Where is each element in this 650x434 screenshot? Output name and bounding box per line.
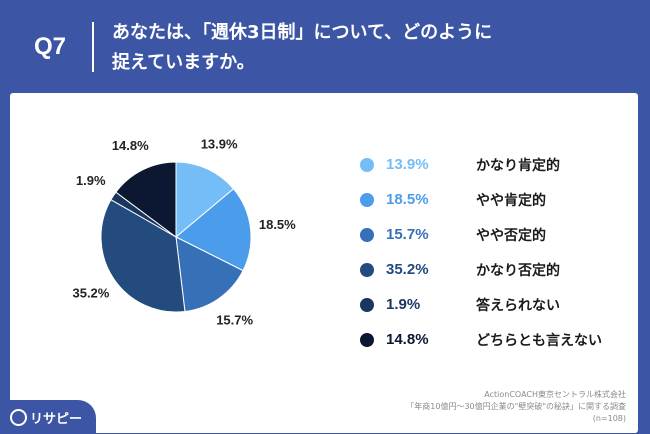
slice-value-label: 18.5% [259,217,296,232]
legend-item: 1.9% 答えられない [360,287,630,322]
chart-card: 13.9% 18.5% 15.7% 35.2% 1.9% 14.8% 13.9% かなり肯定… [10,93,638,433]
slice-value-label: 14.8% [112,138,149,153]
legend-percent: 35.2% [386,261,429,278]
risapy-logo-icon [10,409,27,426]
legend-label: かなり否定的 [476,262,560,279]
pie-slice [115,161,177,238]
slice-value-label: 13.9% [201,137,238,152]
legend-item: 18.5% やや肯定的 [360,182,630,217]
question-line-2: 捉えていますか。 [112,52,255,73]
legend-swatch [360,297,374,312]
pie-slice [100,198,186,313]
legend-swatch [360,157,374,172]
question-number: Q7 [34,33,67,60]
legend-label: かなり肯定的 [476,157,560,174]
legend-item: 13.9% かなり肯定的 [360,147,630,182]
slice-value-label: 35.2% [72,285,109,300]
legend-label: やや肯定的 [476,192,546,209]
legend-swatch [360,332,374,347]
brand-logo: リサピー [0,400,96,434]
legend-item: 14.8% どちらとも言えない [360,322,630,357]
header: Q7 あなたは、「週休3日制」について、どのように 捉えていますか。 [0,0,650,92]
legend-percent: 15.7% [386,226,429,243]
source-line-3: (n=108) [592,414,626,423]
slice-value-label: 15.7% [216,312,253,327]
slice-value-label: 1.9% [76,173,106,188]
pie-chart: 13.9% 18.5% 15.7% 35.2% 1.9% 14.8% [72,137,296,328]
legend-item: 15.7% やや否定的 [360,217,630,252]
source-line-2: 「年商10億円～30億円企業の"壁突破"の秘訣」に関する調査 [406,402,626,411]
chart-legend: 13.9% かなり肯定的 18.5% やや肯定的 15.7% やや否定的 35.2% かなり否… [360,147,630,357]
source-line-1: ActionCOACH東京セントラル株式会社 [484,390,626,399]
legend-swatch [360,262,374,277]
header-divider [92,22,94,72]
source-note: ActionCOACH東京セントラル株式会社 「年商10億円～30億円企業の"壁… [406,389,626,425]
pie-slice [175,188,252,272]
logo-text: リサピー [30,412,83,427]
legend-percent: 18.5% [386,191,429,208]
question-line-1: あなたは、「週休3日制」について、どのように [112,22,493,43]
legend-percent: 14.8% [386,331,429,348]
legend-percent: 13.9% [386,156,429,173]
legend-label: 答えられない [476,297,560,314]
pie-slice [175,161,235,239]
legend-percent: 1.9% [386,296,421,313]
question-text: あなたは、「週休3日制」について、どのように 捉えていますか。 [112,18,632,78]
legend-label: やや否定的 [476,227,546,244]
legend-swatch [360,227,374,242]
legend-swatch [360,192,374,207]
pie-slice [175,236,244,313]
legend-item: 35.2% かなり否定的 [360,252,630,287]
legend-label: どちらとも言えない [476,332,602,349]
